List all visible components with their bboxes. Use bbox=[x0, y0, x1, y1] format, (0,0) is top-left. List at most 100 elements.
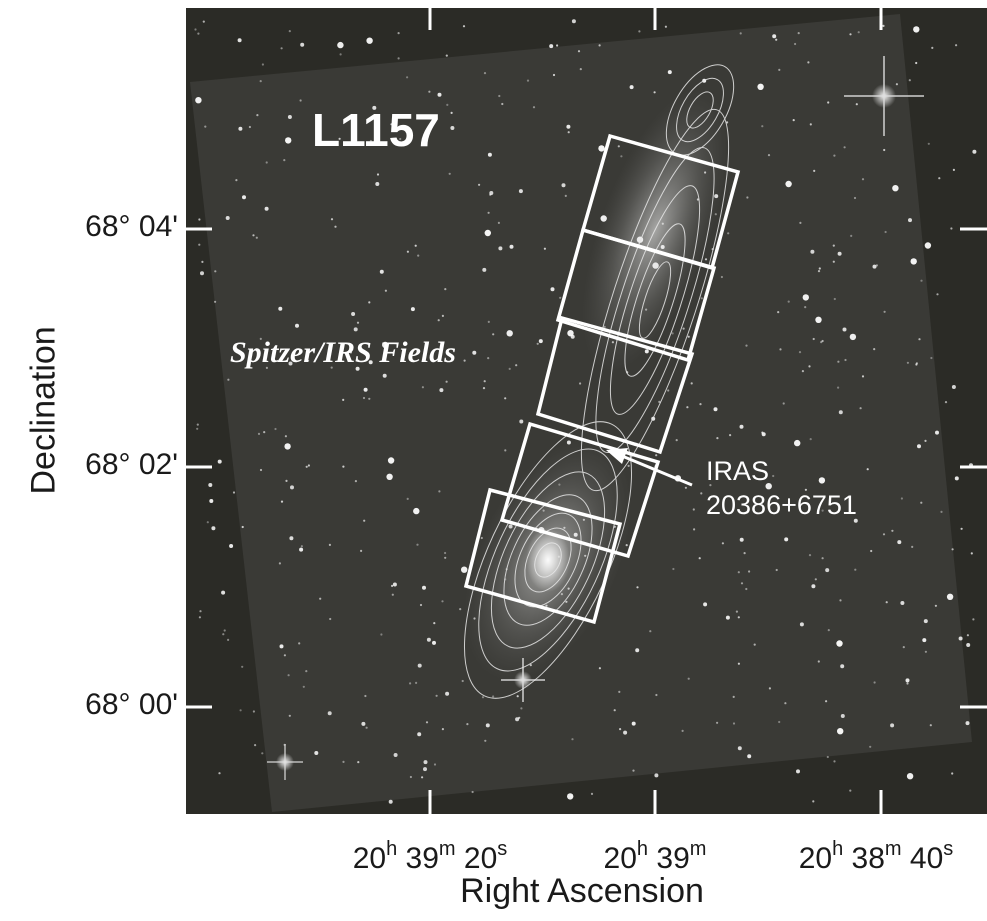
star bbox=[487, 152, 492, 157]
star bbox=[263, 431, 266, 434]
star bbox=[809, 123, 812, 126]
star bbox=[747, 754, 752, 759]
star bbox=[970, 552, 973, 555]
star bbox=[259, 468, 263, 472]
star bbox=[349, 351, 352, 354]
star bbox=[515, 364, 518, 367]
star bbox=[288, 30, 291, 33]
star bbox=[799, 221, 802, 224]
star bbox=[785, 180, 792, 188]
star bbox=[259, 80, 262, 83]
star bbox=[432, 640, 436, 645]
contour bbox=[503, 494, 593, 626]
star bbox=[915, 362, 919, 365]
star bbox=[571, 19, 576, 24]
star bbox=[278, 562, 281, 565]
star bbox=[421, 776, 424, 779]
star bbox=[314, 751, 319, 755]
y-tick-label: 68° 02' bbox=[85, 448, 178, 481]
star bbox=[299, 547, 304, 552]
star bbox=[784, 537, 789, 542]
star bbox=[485, 723, 490, 728]
star bbox=[330, 218, 334, 221]
star bbox=[409, 775, 412, 779]
x-axis-title: Right Ascension bbox=[460, 872, 704, 910]
star bbox=[808, 365, 811, 368]
star bbox=[450, 126, 455, 130]
star bbox=[498, 94, 501, 98]
star bbox=[417, 254, 420, 257]
star bbox=[285, 137, 292, 144]
star bbox=[478, 183, 481, 186]
star bbox=[218, 772, 221, 775]
star bbox=[365, 726, 368, 729]
star bbox=[492, 695, 495, 698]
star bbox=[808, 554, 812, 557]
star bbox=[570, 795, 573, 798]
star bbox=[441, 600, 444, 603]
star bbox=[298, 642, 301, 645]
star bbox=[414, 244, 417, 247]
star bbox=[300, 545, 303, 548]
star bbox=[690, 382, 693, 385]
star bbox=[935, 430, 939, 435]
star bbox=[577, 50, 581, 53]
star bbox=[504, 397, 507, 400]
star bbox=[838, 410, 843, 415]
star bbox=[444, 288, 447, 291]
star bbox=[849, 333, 857, 341]
star bbox=[619, 728, 622, 731]
star bbox=[221, 590, 226, 595]
star bbox=[363, 387, 368, 392]
contour bbox=[514, 512, 582, 608]
star bbox=[672, 567, 675, 571]
x-tick-label: 20h 39m bbox=[603, 838, 707, 875]
star bbox=[654, 773, 659, 778]
star bbox=[735, 610, 739, 613]
star bbox=[538, 339, 543, 344]
star bbox=[924, 439, 927, 442]
star bbox=[810, 249, 815, 254]
star bbox=[342, 465, 345, 468]
star bbox=[635, 648, 640, 653]
star bbox=[796, 769, 800, 774]
star bbox=[567, 330, 574, 337]
star bbox=[559, 296, 562, 299]
star bbox=[299, 99, 302, 102]
star bbox=[951, 772, 954, 775]
star bbox=[727, 232, 730, 235]
star bbox=[463, 359, 466, 362]
star bbox=[206, 521, 209, 524]
star bbox=[952, 168, 956, 171]
star bbox=[811, 584, 816, 589]
star bbox=[391, 593, 394, 596]
star bbox=[922, 638, 927, 643]
star bbox=[328, 543, 331, 547]
star bbox=[849, 33, 852, 36]
star bbox=[929, 724, 932, 727]
star bbox=[214, 300, 217, 303]
star bbox=[567, 131, 570, 134]
star bbox=[287, 674, 290, 677]
star bbox=[261, 752, 264, 755]
star bbox=[944, 401, 948, 404]
star bbox=[388, 799, 393, 804]
star bbox=[556, 44, 559, 47]
star bbox=[198, 218, 201, 221]
star bbox=[239, 709, 242, 712]
star bbox=[703, 602, 708, 607]
irs-field-box bbox=[463, 487, 623, 625]
star bbox=[955, 44, 958, 47]
star bbox=[200, 271, 204, 276]
star bbox=[487, 357, 490, 360]
star bbox=[910, 258, 917, 265]
star bbox=[482, 387, 486, 390]
star bbox=[391, 584, 394, 588]
star bbox=[737, 662, 741, 665]
star bbox=[620, 155, 623, 158]
star bbox=[905, 678, 910, 683]
star bbox=[775, 38, 778, 41]
star bbox=[799, 622, 804, 627]
star bbox=[437, 92, 442, 97]
star bbox=[891, 529, 894, 532]
